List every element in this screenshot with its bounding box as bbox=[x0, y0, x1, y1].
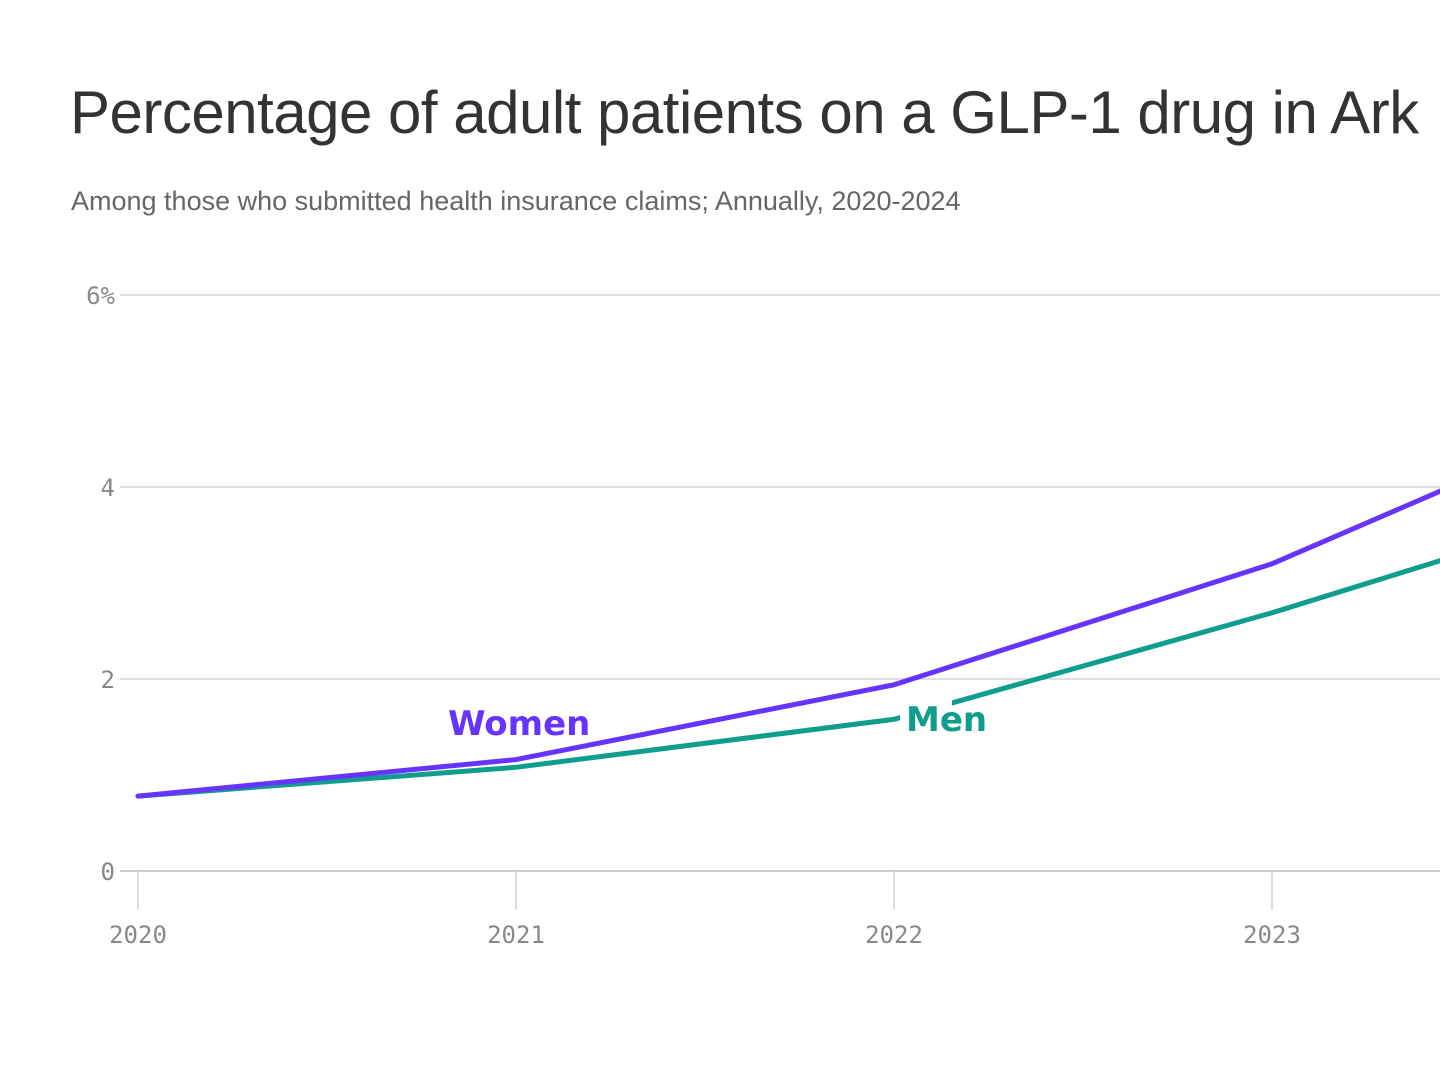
series-line-women bbox=[135, 488, 1440, 799]
series-label-women: Women bbox=[448, 704, 590, 744]
gridlines bbox=[120, 294, 1440, 872]
x-axis-ticks bbox=[137, 871, 1273, 910]
x-tick-label: 2023 bbox=[1243, 921, 1301, 949]
series-label-men: Men bbox=[906, 700, 987, 740]
x-tick-label: 2022 bbox=[865, 921, 923, 949]
y-tick-label: 4 bbox=[101, 474, 115, 502]
y-axis-labels: 0 2 4 6% bbox=[86, 282, 115, 886]
x-tick-label: 2021 bbox=[487, 921, 545, 949]
men-label-halo bbox=[900, 700, 952, 734]
chart-subtitle: Among those who submitted health insuran… bbox=[71, 186, 961, 216]
series-labels: Women Men bbox=[448, 700, 987, 744]
chart-title: Percentage of adult patients on a GLP-1 … bbox=[70, 79, 1419, 146]
y-tick-label: 0 bbox=[101, 858, 115, 886]
x-tick-label: 2020 bbox=[109, 921, 167, 949]
y-tick-label: 6% bbox=[86, 282, 115, 310]
x-axis-labels: 2020 2021 2022 2023 bbox=[109, 921, 1301, 949]
y-tick-label: 2 bbox=[101, 666, 115, 694]
series-lines bbox=[135, 488, 1440, 799]
series-line-men bbox=[135, 558, 1440, 799]
